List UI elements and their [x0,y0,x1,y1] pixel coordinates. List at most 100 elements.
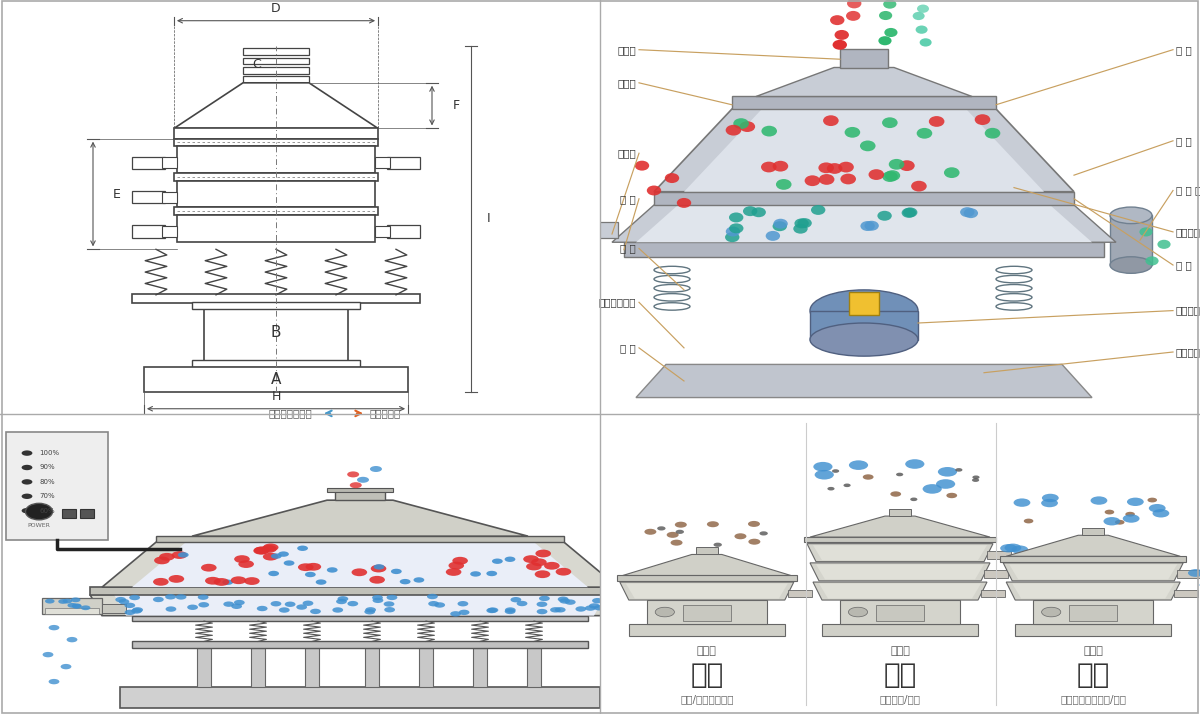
Bar [984,570,1008,578]
Circle shape [427,594,438,599]
Circle shape [535,570,551,578]
Circle shape [80,605,90,610]
Bar [132,615,588,621]
Circle shape [794,218,809,228]
Circle shape [1140,227,1152,236]
Circle shape [278,608,289,613]
Circle shape [517,600,528,606]
Circle shape [283,560,294,565]
Bar [178,146,374,173]
Polygon shape [132,542,588,587]
Text: 三层式: 三层式 [890,646,910,656]
Circle shape [877,211,892,221]
Circle shape [947,493,958,498]
Circle shape [60,664,71,669]
Circle shape [905,459,924,469]
Circle shape [305,572,316,577]
Text: E: E [113,188,121,201]
Circle shape [845,127,860,138]
Text: 100%: 100% [38,450,59,456]
Bar [810,311,918,340]
Polygon shape [626,583,787,598]
Circle shape [923,484,942,493]
Text: A: A [271,372,281,387]
Circle shape [449,562,464,570]
Circle shape [310,609,320,614]
Circle shape [766,231,780,241]
Bar [192,360,360,367]
Circle shape [823,115,839,126]
Circle shape [751,207,766,217]
Circle shape [278,551,289,557]
Circle shape [505,609,516,614]
Circle shape [728,213,743,223]
Circle shape [773,218,787,228]
Text: 机 座: 机 座 [620,343,636,353]
Circle shape [115,597,126,603]
Circle shape [550,607,560,613]
Circle shape [263,543,278,551]
Circle shape [677,198,691,208]
Circle shape [384,607,395,613]
Bar [132,226,166,238]
Polygon shape [636,205,1092,242]
Circle shape [1042,499,1058,507]
Bar [1177,570,1200,578]
Circle shape [414,577,425,583]
Circle shape [22,479,32,485]
Circle shape [371,565,386,573]
Bar [374,226,390,237]
Circle shape [592,598,602,603]
Bar [204,303,348,361]
Text: 80%: 80% [38,479,55,485]
Bar [1174,590,1198,597]
Circle shape [1000,544,1016,553]
Circle shape [773,221,787,231]
Circle shape [557,273,571,282]
Polygon shape [114,595,606,615]
Circle shape [198,602,209,608]
Bar [90,587,630,595]
Bar [787,590,811,597]
Circle shape [929,116,944,127]
Bar [42,598,102,614]
Circle shape [370,466,382,472]
Circle shape [434,603,445,608]
Circle shape [938,467,958,477]
Bar [326,488,392,492]
Polygon shape [102,542,618,587]
Circle shape [166,606,176,612]
Circle shape [944,167,960,178]
Polygon shape [684,109,1044,192]
Circle shape [372,598,383,603]
Text: 60%: 60% [38,508,55,513]
Ellipse shape [1110,257,1152,273]
Circle shape [536,602,547,607]
Bar [132,191,166,203]
Bar [102,604,126,613]
Text: 筛 盘: 筛 盘 [1176,260,1192,270]
Bar [335,489,385,501]
Bar [178,215,374,242]
Circle shape [890,491,901,497]
Polygon shape [654,109,1074,192]
Bar [647,600,767,624]
Circle shape [635,161,649,171]
Bar [174,173,378,181]
Circle shape [1024,518,1033,523]
Circle shape [131,608,142,613]
Circle shape [230,576,246,584]
Circle shape [239,560,254,568]
Circle shape [839,161,854,173]
Text: 去除异物/结块: 去除异物/结块 [880,694,920,704]
Circle shape [130,595,140,600]
Circle shape [773,161,788,171]
Circle shape [365,607,376,613]
Bar [419,648,433,687]
Text: 双层式: 双层式 [1084,646,1103,656]
Circle shape [269,570,280,576]
Circle shape [535,550,551,558]
Circle shape [22,451,32,456]
Circle shape [198,595,209,600]
Polygon shape [623,555,791,575]
